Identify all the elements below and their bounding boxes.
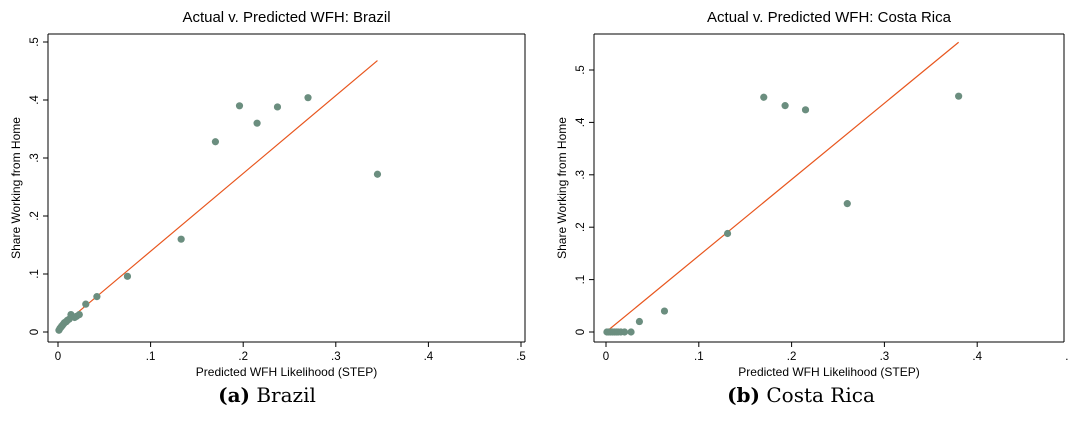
- caption-text: Costa Rica: [766, 383, 875, 407]
- data-point: [235, 102, 244, 110]
- y-tick-label: .2: [575, 222, 587, 232]
- x-tick-label: .4: [972, 351, 982, 363]
- caption-brazil: (a) Brazil: [0, 383, 534, 407]
- data-point: [723, 229, 732, 238]
- y-tick-label: 0: [29, 329, 41, 335]
- data-point: [177, 235, 185, 243]
- x-tick-label: .5: [516, 351, 526, 363]
- data-point: [93, 293, 101, 301]
- y-axis-label: Share Working from Home: [9, 117, 23, 259]
- data-point: [75, 311, 83, 319]
- data-point: [801, 106, 810, 114]
- x-tick-label: .5: [1065, 351, 1068, 363]
- data-point: [123, 272, 132, 280]
- x-tick-label: .2: [238, 351, 248, 363]
- x-axis-label: Predicted WFH Likelihood (STEP): [738, 365, 919, 379]
- x-tick-label: 0: [55, 351, 61, 363]
- data-point: [273, 103, 282, 111]
- data-point: [781, 102, 789, 110]
- y-axis-label: Share Working from Home: [555, 117, 569, 259]
- x-tick-label: .4: [424, 351, 434, 363]
- chart-title: Actual v. Predicted WFH: Brazil: [182, 9, 390, 26]
- y-tick-label: 0: [575, 329, 587, 335]
- data-point: [627, 328, 635, 336]
- y-tick-label: .4: [29, 95, 41, 105]
- x-tick-label: .3: [880, 351, 890, 363]
- fit-line: [605, 41, 960, 333]
- x-tick-label: .1: [694, 351, 704, 363]
- y-tick-label: .1: [29, 269, 41, 279]
- y-tick-label: .4: [575, 117, 587, 127]
- x-tick-label: .1: [146, 351, 156, 363]
- data-point: [373, 170, 382, 178]
- caption-costa-rica: (b) Costa Rica: [534, 383, 1068, 407]
- scatter-chart-costa-rica: Actual v. Predicted WFH: Costa Rica 0 .1 .2…: [555, 9, 1068, 379]
- data-point: [760, 93, 768, 101]
- caption-text: Brazil: [256, 383, 316, 407]
- x-tick-label: .2: [787, 351, 797, 363]
- y-tick-label: .5: [29, 37, 41, 47]
- chart-panel-brazil: Actual v. Predicted WFH: Brazil 0 .1 .2 .3 .4…: [0, 9, 534, 407]
- data-point: [82, 300, 90, 308]
- x-tick-label: 0: [603, 351, 609, 363]
- y-tick-label: .5: [575, 65, 587, 75]
- y-tick-label: .2: [29, 211, 41, 221]
- data-point: [843, 200, 851, 208]
- chart-title: Actual v. Predicted WFH: Costa Rica: [707, 9, 952, 26]
- data-point: [660, 307, 669, 315]
- data-point: [253, 119, 261, 127]
- y-tick-label: .3: [29, 153, 41, 163]
- data-point: [211, 138, 220, 146]
- caption-letter: (b): [727, 383, 761, 407]
- y-tick-label: .1: [575, 275, 587, 285]
- caption-letter: (a): [218, 383, 250, 407]
- data-point: [635, 317, 644, 326]
- x-axis-label: Predicted WFH Likelihood (STEP): [196, 365, 377, 379]
- data-point: [955, 92, 963, 100]
- data-point: [620, 328, 629, 336]
- chart-panel-costa-rica: Actual v. Predicted WFH: Costa Rica 0 .1 .2…: [534, 0, 1068, 434]
- data-point: [304, 94, 312, 102]
- x-tick-label: .3: [331, 351, 341, 363]
- fit-line: [57, 60, 378, 330]
- y-tick-label: .3: [575, 170, 587, 180]
- scatter-chart-brazil: Actual v. Predicted WFH: Brazil 0 .1 .2 .3 .4…: [9, 9, 526, 379]
